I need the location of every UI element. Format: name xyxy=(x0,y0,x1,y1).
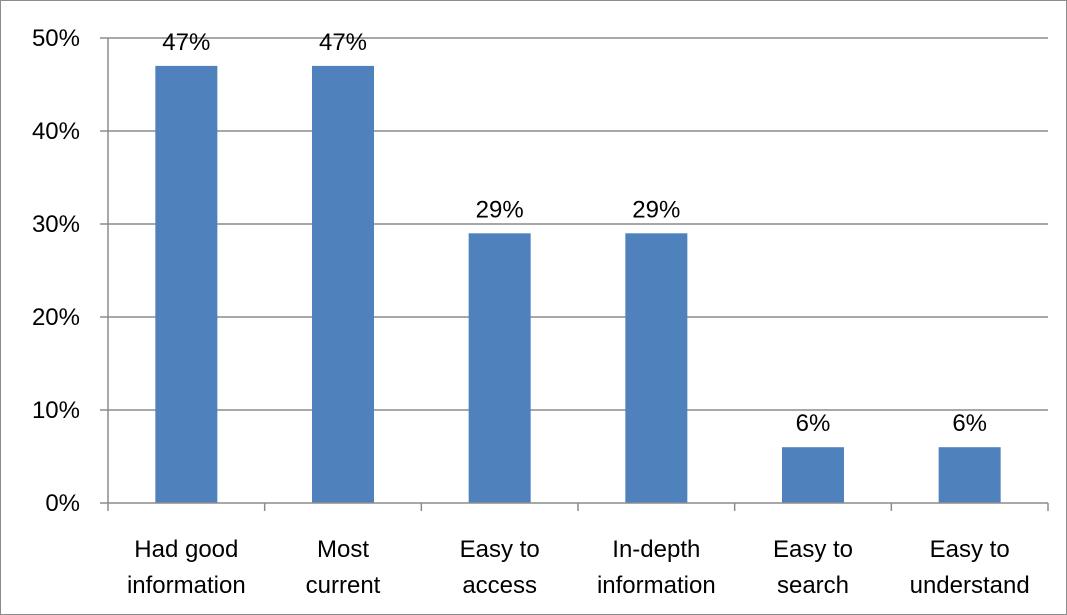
data-labels: 47% 47% 29% 29% 6% 6% xyxy=(162,29,987,437)
x-category-labels: Had good information Most current Easy to acc… xyxy=(127,536,1030,599)
x-category-label: access xyxy=(462,572,537,599)
x-category-label: Most xyxy=(317,536,369,563)
data-label: 47% xyxy=(319,29,367,56)
x-category-label: information xyxy=(127,572,246,599)
y-tick-label: 40% xyxy=(32,118,80,145)
y-tick-label: 30% xyxy=(32,211,80,238)
y-tick-labels: 0% 10% 20% 30% 40% 50% xyxy=(32,25,80,517)
data-label: 29% xyxy=(476,196,524,223)
bar xyxy=(782,447,844,503)
x-category-label: search xyxy=(777,572,849,599)
bar xyxy=(312,65,374,504)
data-label: 6% xyxy=(796,410,831,437)
bar xyxy=(625,233,688,504)
axes xyxy=(100,37,1049,511)
x-category-label: information xyxy=(597,572,716,599)
x-category-label: Had good xyxy=(134,536,238,563)
bar xyxy=(468,233,531,504)
x-category-label: In-depth xyxy=(612,536,700,563)
data-label: 47% xyxy=(162,29,210,56)
bar xyxy=(938,447,1001,503)
data-label: 29% xyxy=(632,196,680,223)
data-label: 6% xyxy=(952,410,987,437)
y-tick-label: 50% xyxy=(32,25,80,52)
x-category-label: Easy to xyxy=(460,536,540,563)
y-tick-label: 20% xyxy=(32,304,80,331)
y-tick-label: 10% xyxy=(32,397,80,424)
x-category-label: Easy to xyxy=(773,536,853,563)
bar xyxy=(155,65,218,504)
x-category-label: current xyxy=(306,572,381,599)
gridlines xyxy=(108,37,1048,411)
bars xyxy=(155,65,1001,504)
x-category-label: understand xyxy=(910,572,1030,599)
y-tick-label: 0% xyxy=(45,490,80,517)
x-category-label: Easy to xyxy=(930,536,1010,563)
